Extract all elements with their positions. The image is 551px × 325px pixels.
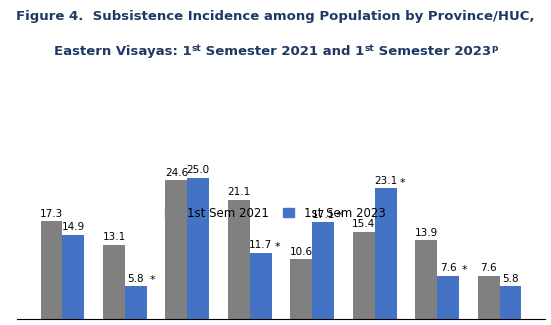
Bar xyxy=(437,276,459,318)
Text: 23.1: 23.1 xyxy=(374,176,397,186)
Text: 7.6: 7.6 xyxy=(440,264,456,273)
Text: *: * xyxy=(274,242,280,252)
Text: st: st xyxy=(364,44,374,53)
Text: *: * xyxy=(149,275,155,285)
Text: 21.1: 21.1 xyxy=(227,188,251,197)
Text: Figure 4.  Subsistence Incidence among Population by Province/HUC,: Figure 4. Subsistence Incidence among Po… xyxy=(16,10,535,23)
Text: 5.8: 5.8 xyxy=(502,274,519,284)
Bar xyxy=(353,232,375,318)
Bar xyxy=(250,253,272,318)
Bar xyxy=(500,286,521,318)
Text: Semester 2021 and 1: Semester 2021 and 1 xyxy=(201,45,364,58)
Text: st: st xyxy=(191,44,201,53)
Legend: 1st Sem 2021, 1st Sem 2023: 1st Sem 2021, 1st Sem 2023 xyxy=(163,204,388,222)
Text: 10.6: 10.6 xyxy=(290,247,313,256)
Bar xyxy=(41,221,62,318)
Text: *: * xyxy=(462,265,467,275)
Bar xyxy=(165,180,187,318)
Text: 11.7: 11.7 xyxy=(249,240,272,250)
Bar xyxy=(103,245,125,318)
Text: Eastern Visayas: 1: Eastern Visayas: 1 xyxy=(53,45,191,58)
Text: 25.0: 25.0 xyxy=(187,165,210,176)
Text: *: * xyxy=(399,177,405,188)
Text: 17.1: 17.1 xyxy=(311,210,335,220)
Bar xyxy=(478,276,500,318)
Bar xyxy=(415,240,437,318)
Text: Semester 2023: Semester 2023 xyxy=(374,45,491,58)
Bar xyxy=(228,200,250,318)
Bar xyxy=(125,286,147,318)
Text: 7.6: 7.6 xyxy=(480,264,497,273)
Bar xyxy=(375,188,397,318)
Bar xyxy=(312,222,334,318)
Text: *: * xyxy=(337,211,343,221)
Text: 17.3: 17.3 xyxy=(40,209,63,219)
Bar xyxy=(62,235,84,318)
Text: 15.4: 15.4 xyxy=(352,219,375,229)
Text: 13.9: 13.9 xyxy=(414,228,438,238)
Text: 13.1: 13.1 xyxy=(102,232,126,242)
Text: 14.9: 14.9 xyxy=(62,222,85,232)
Bar xyxy=(290,259,312,318)
Bar xyxy=(187,178,209,318)
Text: 24.6: 24.6 xyxy=(165,168,188,178)
Text: 5.8: 5.8 xyxy=(127,274,144,284)
Text: p: p xyxy=(491,44,498,53)
